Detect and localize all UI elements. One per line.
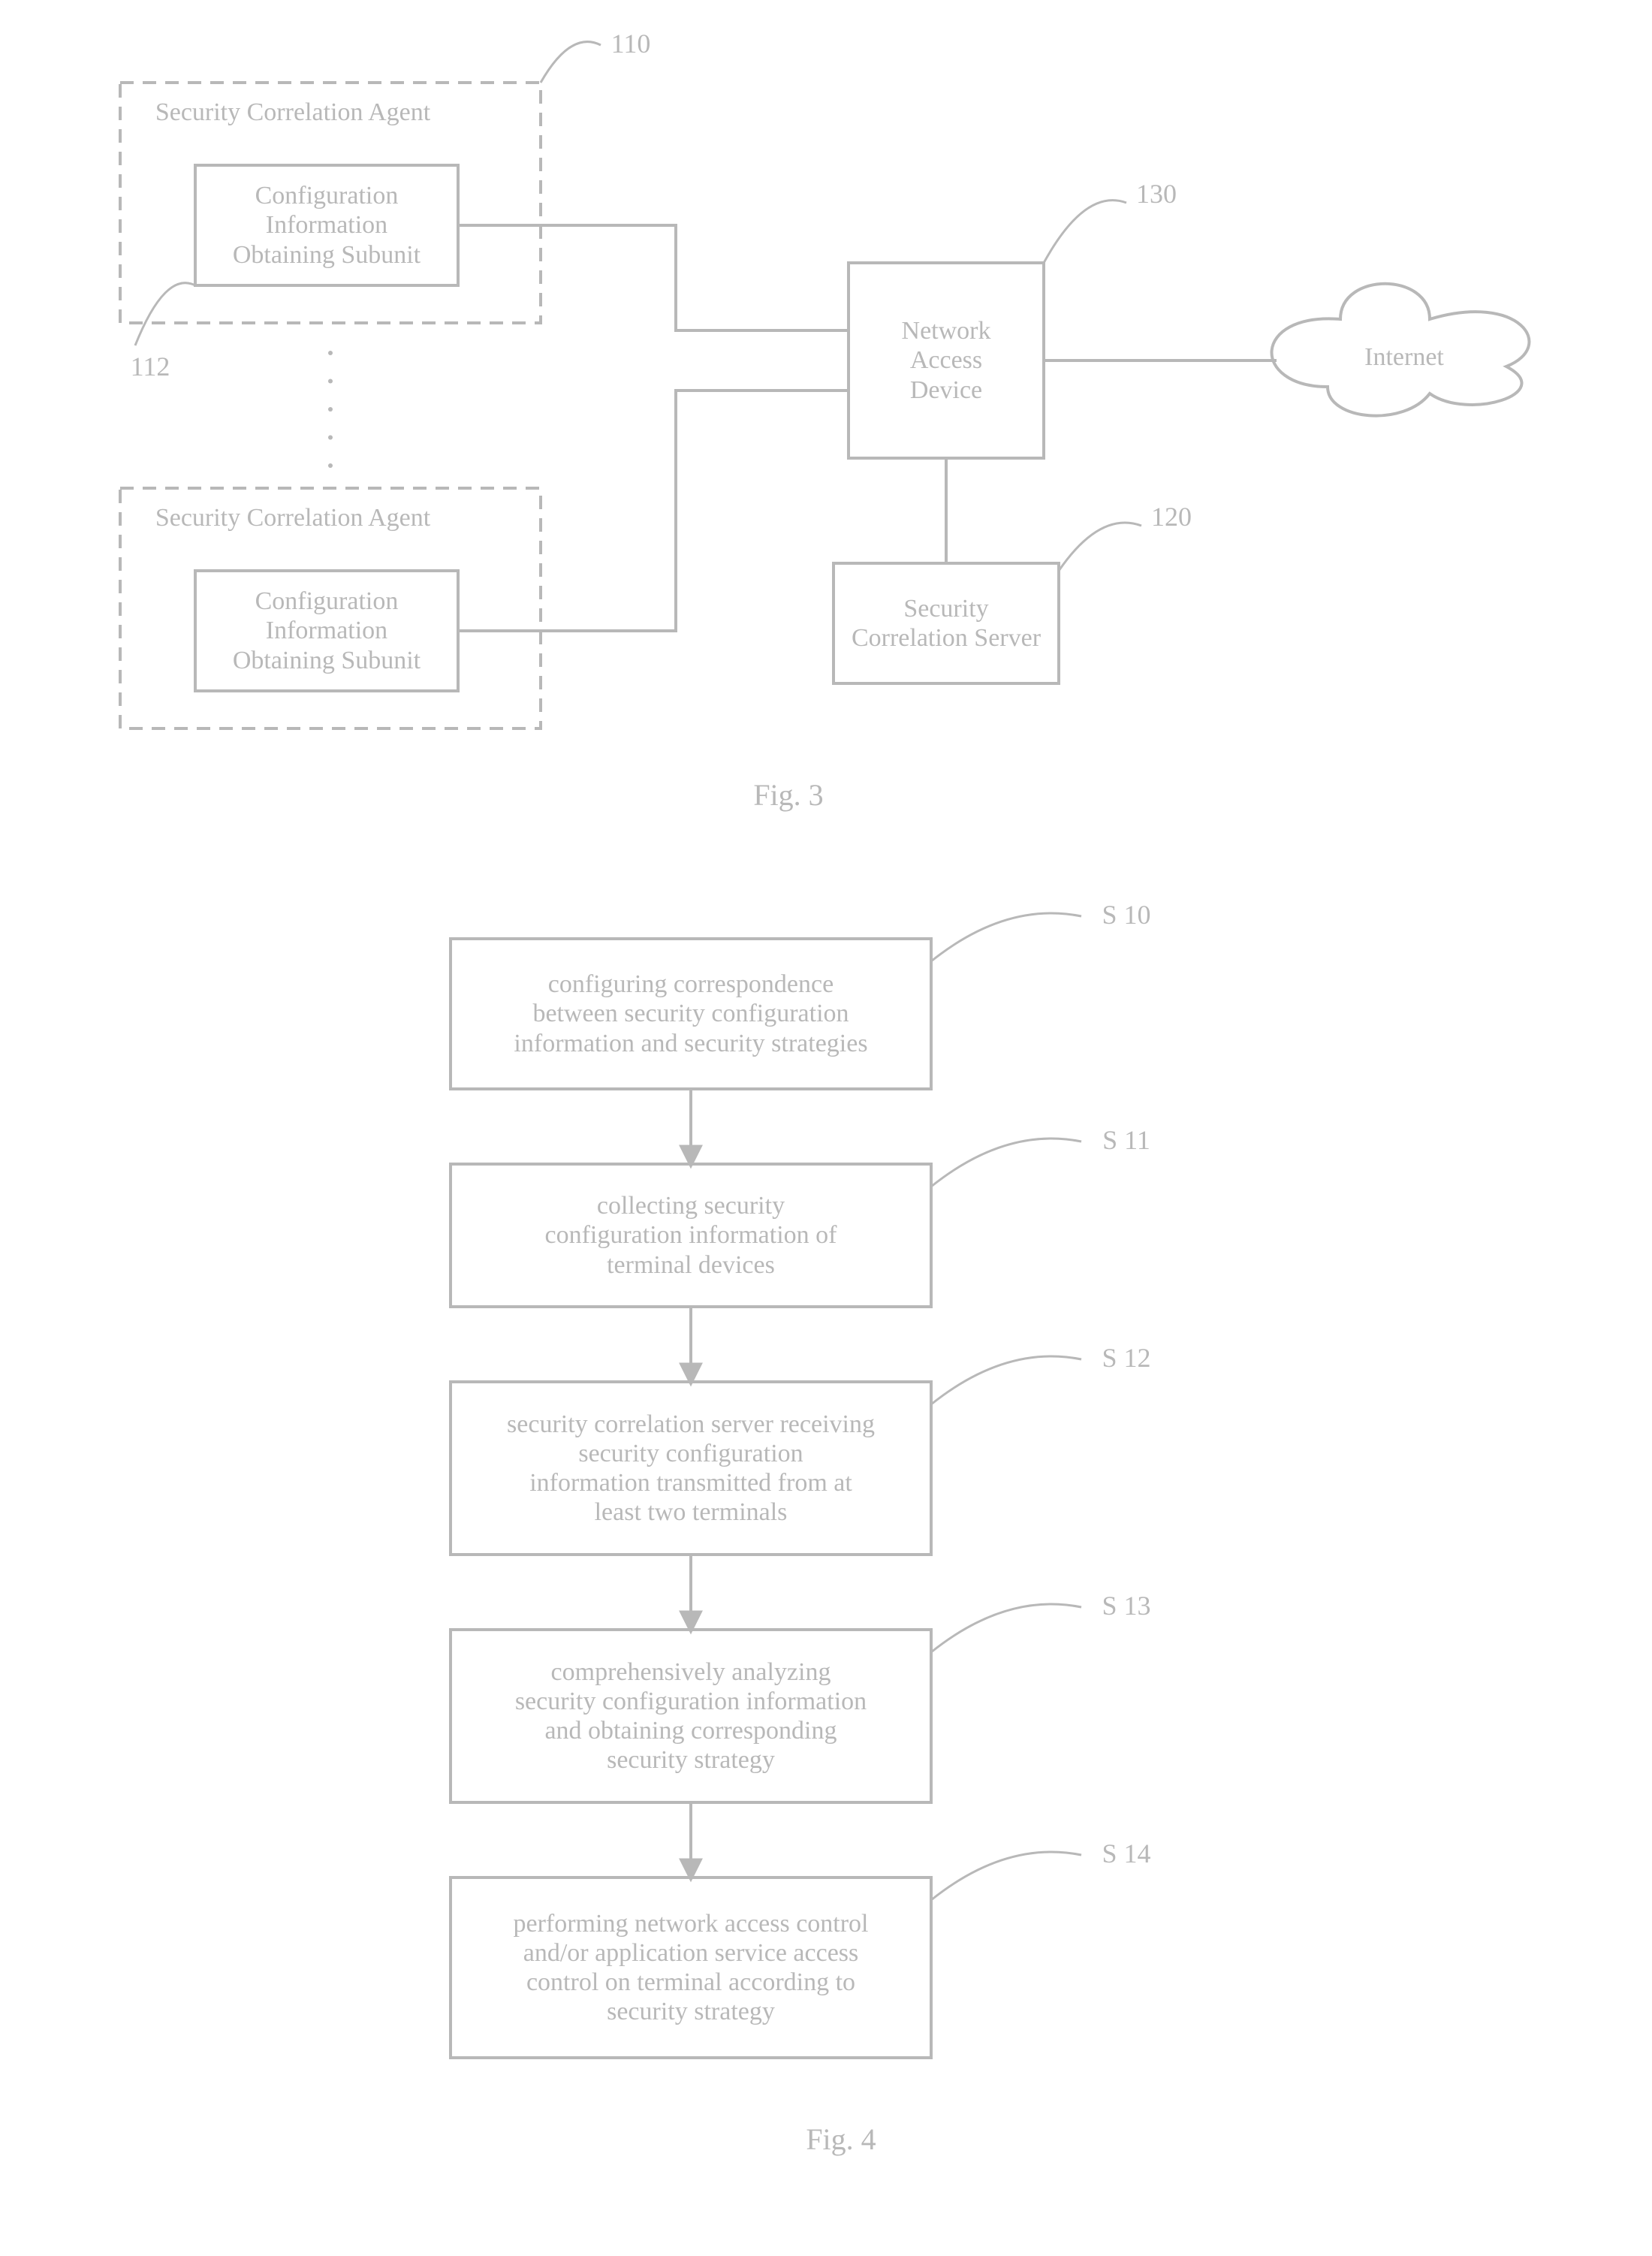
flow-step-1-ref: S 11 [1081,1125,1171,1156]
fig4-caption: Fig. 4 [728,2122,954,2157]
flow-step-0-label: configuring correspondence between secur… [466,939,916,1089]
agent-1-title: Security Correlation Agent [128,98,458,127]
agent-2-title: Security Correlation Agent [128,503,458,532]
fig3-caption: Fig. 3 [676,778,901,813]
security-server-label: Security Correlation Server [834,563,1059,683]
flow-step-3-ref: S 13 [1081,1591,1171,1621]
flow-step-2-label: security correlation server receiving se… [466,1382,916,1555]
flow-step-0-ref: S 10 [1081,900,1171,930]
subunit-2-label: Configuration Information Obtaining Subu… [195,571,458,691]
ref-120: 120 [1134,502,1209,532]
ref-130: 130 [1119,179,1194,210]
flow-step-4-ref: S 14 [1081,1838,1171,1869]
network-access-device-label: Network Access Device [849,263,1044,458]
ref-110: 110 [593,29,668,59]
flow-step-1-label: collecting security configuration inform… [466,1164,916,1307]
internet-label: Internet [1292,342,1517,372]
ref-112: 112 [113,351,188,382]
subunit-1-label: Configuration Information Obtaining Subu… [195,165,458,285]
flow-step-3-label: comprehensively analyzing security confi… [466,1630,916,1802]
flow-step-2-ref: S 12 [1081,1343,1171,1374]
flow-step-4-label: performing network access control and/or… [466,1877,916,2058]
